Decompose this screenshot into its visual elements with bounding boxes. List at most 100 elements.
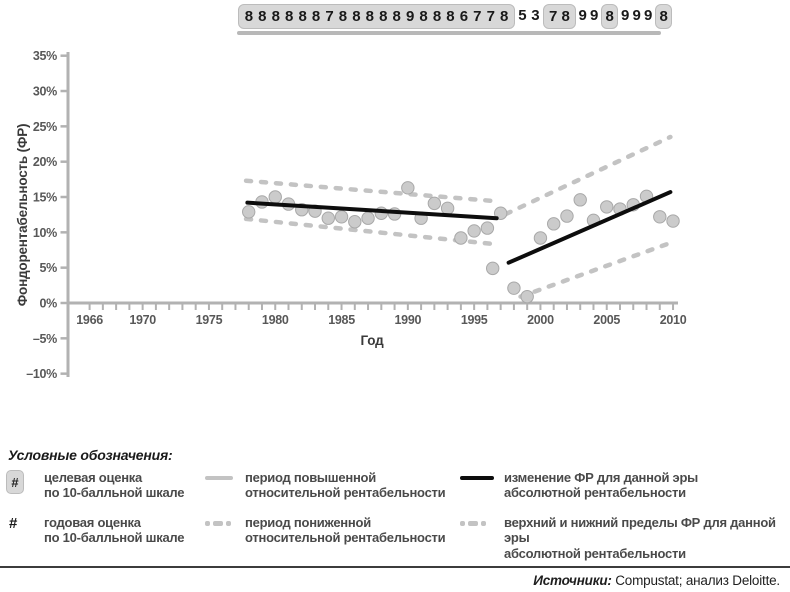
legend-item-label: изменение ФР для данной эры абсолютной ре…	[504, 470, 699, 501]
era2-trend-line	[506, 190, 673, 265]
rating-value: 3	[531, 7, 540, 24]
x-tick-label: 2000	[527, 313, 554, 327]
footer-divider	[0, 566, 790, 568]
source-line: Источники: Compustat; анализ Deloitte.	[533, 573, 780, 588]
rating-value: 8	[379, 8, 388, 25]
data-point	[653, 210, 667, 224]
dashed-grey-line-icon	[460, 515, 504, 561]
x-tick-label: 1980	[262, 313, 289, 327]
rating-value: 9	[632, 7, 641, 24]
source-prefix: Источники:	[533, 573, 612, 588]
data-point	[334, 210, 349, 224]
rating-value: 8	[659, 8, 668, 25]
y-tick-label: –10%	[26, 367, 57, 381]
data-point	[454, 231, 468, 245]
y-tick-label: –5%	[33, 332, 57, 346]
data-point	[520, 289, 534, 304]
rating-value: 8	[338, 8, 347, 25]
data-point	[467, 224, 481, 238]
data-point	[486, 261, 500, 276]
legend-title: Условные обозначения:	[8, 447, 173, 463]
rating-value: 9	[589, 7, 599, 24]
data-point	[507, 281, 521, 295]
dashed-grey-line-icon	[205, 515, 245, 547]
rating-value: 8	[392, 8, 401, 25]
era1-upper-bound-line	[243, 178, 499, 204]
rating-value: 8	[446, 8, 455, 25]
data-point	[348, 215, 362, 229]
legend-item: период пониженной относительной рентабель…	[205, 515, 455, 547]
legend-item-label: период повышенной относительной рентабель…	[245, 470, 446, 501]
legend-item-label: целевая оценка по 10-балльной шкале	[44, 470, 185, 501]
rating-value: 8	[285, 8, 294, 25]
x-tick-label: 1995	[461, 313, 488, 327]
y-tick-label: 15%	[33, 191, 57, 205]
data-point	[573, 193, 587, 207]
rating-value: 7	[548, 8, 558, 25]
target-score-group: 8	[600, 4, 619, 29]
era2-lower-bound-line	[518, 240, 673, 299]
y-tick-label: 30%	[33, 85, 57, 99]
data-point	[321, 211, 335, 225]
target-score-group: 8	[654, 4, 673, 29]
data-point	[560, 209, 574, 223]
rating-value: 8	[298, 8, 307, 25]
rating-value: 8	[432, 8, 441, 25]
y-tick-label: 10%	[33, 226, 57, 240]
rating-value: 9	[620, 7, 630, 24]
data-point	[440, 201, 455, 216]
legend-column-relative-periods: период повышенной относительной рентабель…	[205, 470, 455, 560]
rating-value: 8	[365, 8, 374, 25]
legend-column-absolute-eras: изменение ФР для данной эры абсолютной ре…	[460, 470, 786, 574]
rating-value: 9	[578, 7, 587, 24]
rating-value: 7	[325, 8, 334, 25]
x-tick-label: 1990	[395, 313, 422, 327]
x-tick-label: 1975	[196, 313, 223, 327]
hash-icon: #	[9, 515, 18, 532]
data-point	[493, 206, 508, 220]
era2-upper-bound-line	[503, 134, 673, 217]
rating-value: 6	[459, 8, 468, 25]
legend-item: верхний и нижний пределы ФР для данной э…	[460, 515, 786, 561]
y-tick-label: 5%	[40, 261, 58, 275]
y-tick-label: 0%	[40, 297, 58, 311]
data-point	[533, 231, 548, 245]
y-tick-label: 25%	[33, 120, 57, 134]
data-point	[361, 211, 375, 225]
legend-item-label: период пониженной относительной рентабель…	[245, 515, 446, 546]
boxed-hash-icon: #	[6, 470, 44, 502]
x-tick-label: 1966	[76, 313, 103, 327]
data-point	[480, 221, 495, 235]
x-tick-label: 2005	[593, 313, 620, 327]
data-point	[401, 181, 415, 195]
legend-item: период повышенной относительной рентабель…	[205, 470, 455, 502]
rating-value: 8	[311, 8, 320, 25]
rating-value: 8	[244, 8, 253, 25]
y-tick-label: 35%	[33, 49, 57, 63]
rating-value: 7	[486, 8, 495, 25]
solid-black-line-icon	[460, 470, 504, 502]
source-text: Compustat; анализ Deloitte.	[611, 573, 780, 588]
relative-performance-period-bar	[236, 31, 662, 35]
era1-trend-line	[245, 200, 499, 221]
rating-value: 5	[518, 7, 527, 24]
solid-grey-line-icon	[205, 470, 245, 502]
x-axis-title: Год	[360, 333, 384, 348]
rating-value: 8	[352, 8, 361, 25]
rating-value: 7	[473, 8, 482, 25]
rating-value: 8	[605, 8, 614, 25]
legend-item: # целевая оценка по 10-балльной шкале	[6, 470, 206, 502]
x-tick-label: 1985	[328, 313, 355, 327]
data-point	[268, 190, 282, 204]
legend-item-label: верхний и нижний пределы ФР для данной э…	[504, 515, 776, 561]
legend-item: # годовая оценка по 10-балльной шкале	[6, 515, 206, 547]
rating-value: 8	[419, 8, 428, 25]
data-point	[666, 214, 680, 228]
rating-value: 9	[405, 8, 414, 25]
y-tick-label: 20%	[33, 155, 57, 169]
